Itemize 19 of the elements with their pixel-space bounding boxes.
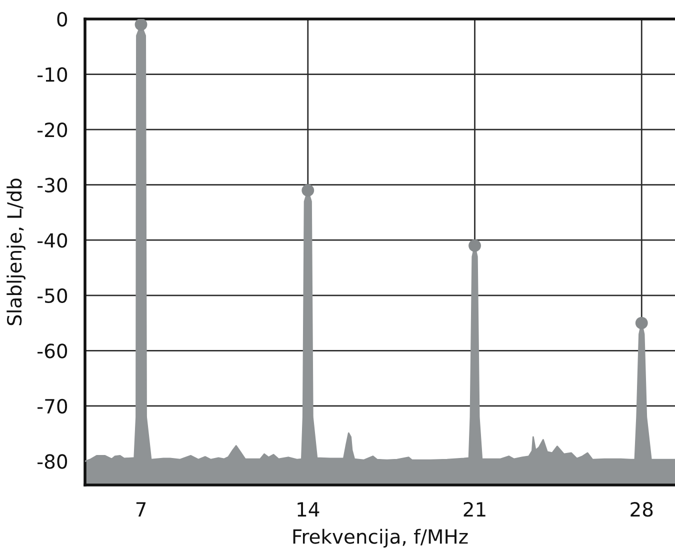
y-axis-title: Slabljenje, L/db xyxy=(6,178,26,326)
point xyxy=(302,184,314,197)
y-tick-label: -70 xyxy=(38,398,68,414)
y-tick-label: -10 xyxy=(38,67,68,82)
y-tick-label: -20 xyxy=(38,122,68,138)
y-tick-label: -80 xyxy=(38,454,68,469)
point xyxy=(134,19,148,31)
y-tick-label: -50 xyxy=(38,288,68,304)
y-tick-label: 0 xyxy=(57,12,68,27)
point xyxy=(635,316,648,330)
x-tick-label: 14 xyxy=(298,502,320,516)
x-tick-label: 21 xyxy=(464,502,486,516)
x-axis-title: Frekvencija, f/MHz xyxy=(293,528,468,548)
x-tick-label: 28 xyxy=(630,502,653,517)
x-tick-label: 7 xyxy=(136,502,146,516)
point xyxy=(468,239,481,252)
y-tick-label: -30 xyxy=(38,178,68,192)
y-tick-label: -40 xyxy=(38,233,68,248)
y-tick-label: -60 xyxy=(38,344,68,358)
